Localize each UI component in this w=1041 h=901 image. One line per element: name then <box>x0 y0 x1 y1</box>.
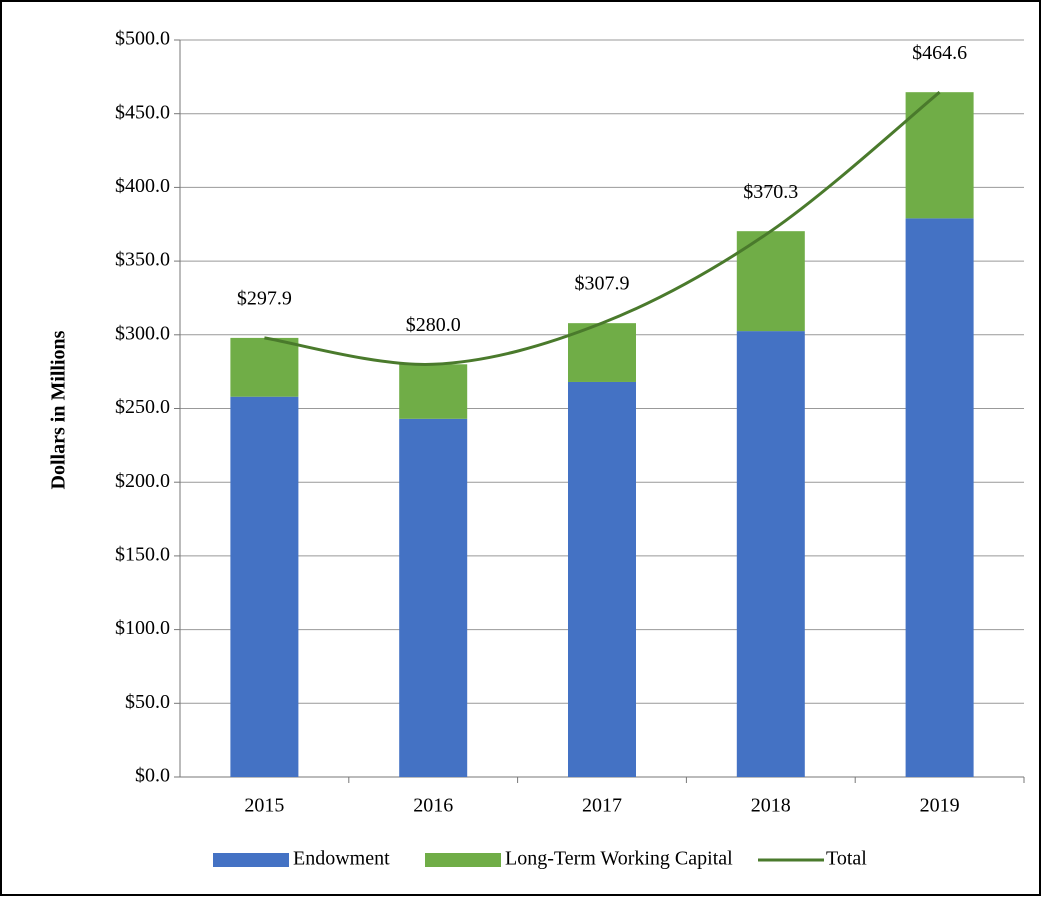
bar-segment <box>399 418 468 777</box>
data-label: $370.3 <box>743 181 798 203</box>
legend-swatch <box>213 853 289 867</box>
y-tick-label: $300.0 <box>115 322 170 344</box>
y-tick-label: $100.0 <box>115 617 170 639</box>
data-label: $307.9 <box>575 273 630 295</box>
x-tick-label: 2019 <box>920 795 960 817</box>
y-tick-label: $50.0 <box>125 691 170 713</box>
y-tick-label: $250.0 <box>115 396 170 418</box>
data-label: $297.9 <box>237 287 292 309</box>
data-label: $280.0 <box>406 314 461 336</box>
x-tick-label: 2017 <box>582 795 622 817</box>
bar-segment <box>905 218 974 777</box>
legend-label: Long-Term Working Capital <box>505 848 733 870</box>
y-tick-label: $350.0 <box>115 249 170 271</box>
data-label: $464.6 <box>912 42 967 64</box>
y-tick-label: $500.0 <box>115 28 170 50</box>
total-line <box>264 91 941 366</box>
bar-segment <box>230 396 299 777</box>
legend-label: Endowment <box>293 848 390 870</box>
bar-segment <box>736 331 805 777</box>
bar-segment <box>399 364 468 419</box>
y-tick-label: $450.0 <box>115 101 170 123</box>
bar-segment <box>230 337 299 397</box>
legend-swatch <box>425 853 501 867</box>
y-tick-label: $0.0 <box>135 765 170 787</box>
x-tick-label: 2015 <box>244 795 284 817</box>
y-tick-label: $150.0 <box>115 543 170 565</box>
y-axis-title: Dollars in Millions <box>48 330 70 489</box>
x-tick-label: 2016 <box>413 795 453 817</box>
legend-label: Total <box>826 848 867 870</box>
y-tick-label: $200.0 <box>115 470 170 492</box>
x-tick-label: 2018 <box>751 795 791 817</box>
y-tick-label: $400.0 <box>115 175 170 197</box>
bar-segment <box>568 381 636 777</box>
